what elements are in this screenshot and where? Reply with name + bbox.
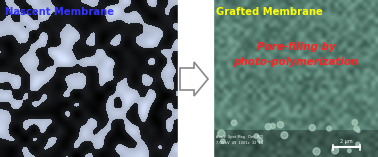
Circle shape [356,142,360,146]
Circle shape [221,139,225,143]
Text: 2 µm: 2 µm [340,139,352,144]
Text: 7.00 kV  49  1001x  32  14: 7.00 kV 49 1001x 32 14 [216,141,263,145]
Circle shape [332,147,339,154]
Circle shape [281,132,288,139]
Circle shape [254,134,259,138]
Text: Acc.V  Spot Mag   Det  WD: Acc.V Spot Mag Det WD [216,135,263,139]
Circle shape [258,138,262,143]
Text: photo-polymerization: photo-polymerization [233,57,359,67]
FancyArrow shape [180,62,208,96]
Circle shape [356,129,360,133]
Circle shape [354,126,359,131]
Circle shape [218,130,225,137]
Text: Nascent Membrane: Nascent Membrane [5,7,114,17]
Circle shape [313,148,320,155]
Text: Pore-filing by: Pore-filing by [257,42,335,52]
Text: Grafted Membrane: Grafted Membrane [216,7,323,17]
Circle shape [352,120,358,125]
Circle shape [270,124,275,128]
Circle shape [277,122,284,128]
Circle shape [231,120,237,126]
Circle shape [309,125,315,131]
Circle shape [327,126,332,131]
Bar [178,0,213,157]
Circle shape [265,124,271,130]
Circle shape [348,149,351,153]
